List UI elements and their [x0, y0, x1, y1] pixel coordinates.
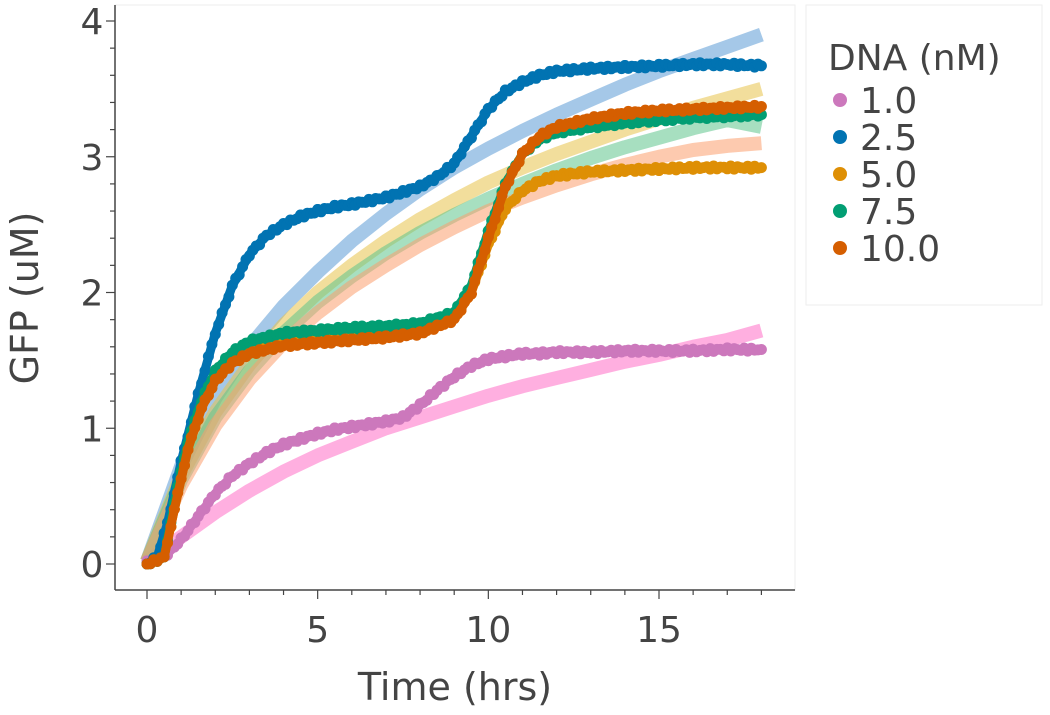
data-point	[206, 338, 218, 350]
legend-swatch	[833, 130, 847, 144]
data-point	[493, 202, 505, 214]
data-point	[209, 328, 221, 340]
legend-item-2-5: 2.5	[833, 118, 917, 159]
data-point	[755, 60, 767, 72]
data-point	[196, 402, 208, 414]
data-point	[206, 382, 218, 394]
data-point	[472, 263, 484, 275]
data-point	[165, 521, 177, 533]
data-point	[455, 304, 467, 316]
data-point	[182, 444, 194, 456]
series-points-10-0	[141, 99, 767, 570]
y-tick-label: 2	[81, 274, 104, 315]
legend-label: 1.0	[860, 81, 917, 122]
y-tick-label: 1	[81, 409, 104, 450]
y-ticks: 0 1 2 3 4	[81, 2, 115, 586]
legend-swatch	[833, 204, 847, 218]
data-point	[202, 350, 214, 362]
legend-label: 10.0	[860, 229, 940, 270]
legend-label: 2.5	[860, 118, 917, 159]
data-point	[496, 189, 508, 201]
data-point	[213, 319, 225, 330]
legend-item-10-0: 10.0	[833, 229, 940, 270]
data-point	[755, 162, 767, 174]
fit-line-10-0	[140, 136, 762, 565]
data-point	[469, 275, 481, 287]
y-tick-label: 4	[81, 2, 104, 43]
data-point	[513, 156, 525, 168]
data-point	[199, 365, 211, 377]
data-point	[192, 414, 204, 426]
legend-frame	[805, 4, 1043, 306]
data-point	[503, 176, 515, 188]
y-tick-label: 0	[81, 545, 104, 586]
data-point	[175, 473, 187, 485]
data-point	[465, 288, 477, 300]
data-points	[141, 57, 767, 570]
legend-item-5-0: 5.0	[833, 155, 917, 196]
x-axis-title: Time (hrs)	[357, 665, 552, 709]
x-tick-label: 5	[306, 610, 329, 651]
x-tick-label: 10	[465, 610, 511, 651]
data-point	[482, 231, 494, 243]
legend-swatch	[833, 241, 847, 255]
legend-label: 7.5	[860, 192, 917, 233]
data-point	[172, 487, 184, 499]
series-points-1-0	[141, 342, 767, 568]
legend-items: 1.02.55.07.510.0	[833, 81, 940, 270]
legend-item-7-5: 7.5	[833, 192, 917, 233]
data-point	[489, 213, 501, 225]
data-point	[479, 244, 491, 256]
x-tick-label: 0	[136, 610, 159, 651]
legend: DNA (nM) 1.02.55.07.510.0	[805, 4, 1043, 306]
legend-title: DNA (nM)	[828, 38, 1001, 79]
data-point	[179, 459, 190, 471]
data-point	[162, 537, 173, 549]
legend-swatch	[833, 167, 847, 181]
x-ticks: 0 5 10 15	[136, 590, 763, 651]
legend-item-1-0: 1.0	[833, 81, 917, 122]
data-point	[185, 431, 197, 443]
data-point	[476, 255, 487, 267]
data-point	[755, 101, 767, 112]
y-tick-label: 3	[81, 138, 104, 179]
data-point	[168, 503, 180, 515]
data-point	[223, 291, 235, 303]
data-point	[755, 344, 767, 355]
series-points-2-5	[141, 57, 767, 570]
x-tick-label: 15	[636, 610, 682, 651]
y-axis-title: GFP (uM)	[3, 212, 47, 385]
data-point	[158, 551, 170, 563]
legend-label: 5.0	[860, 155, 917, 196]
legend-swatch	[833, 93, 847, 107]
